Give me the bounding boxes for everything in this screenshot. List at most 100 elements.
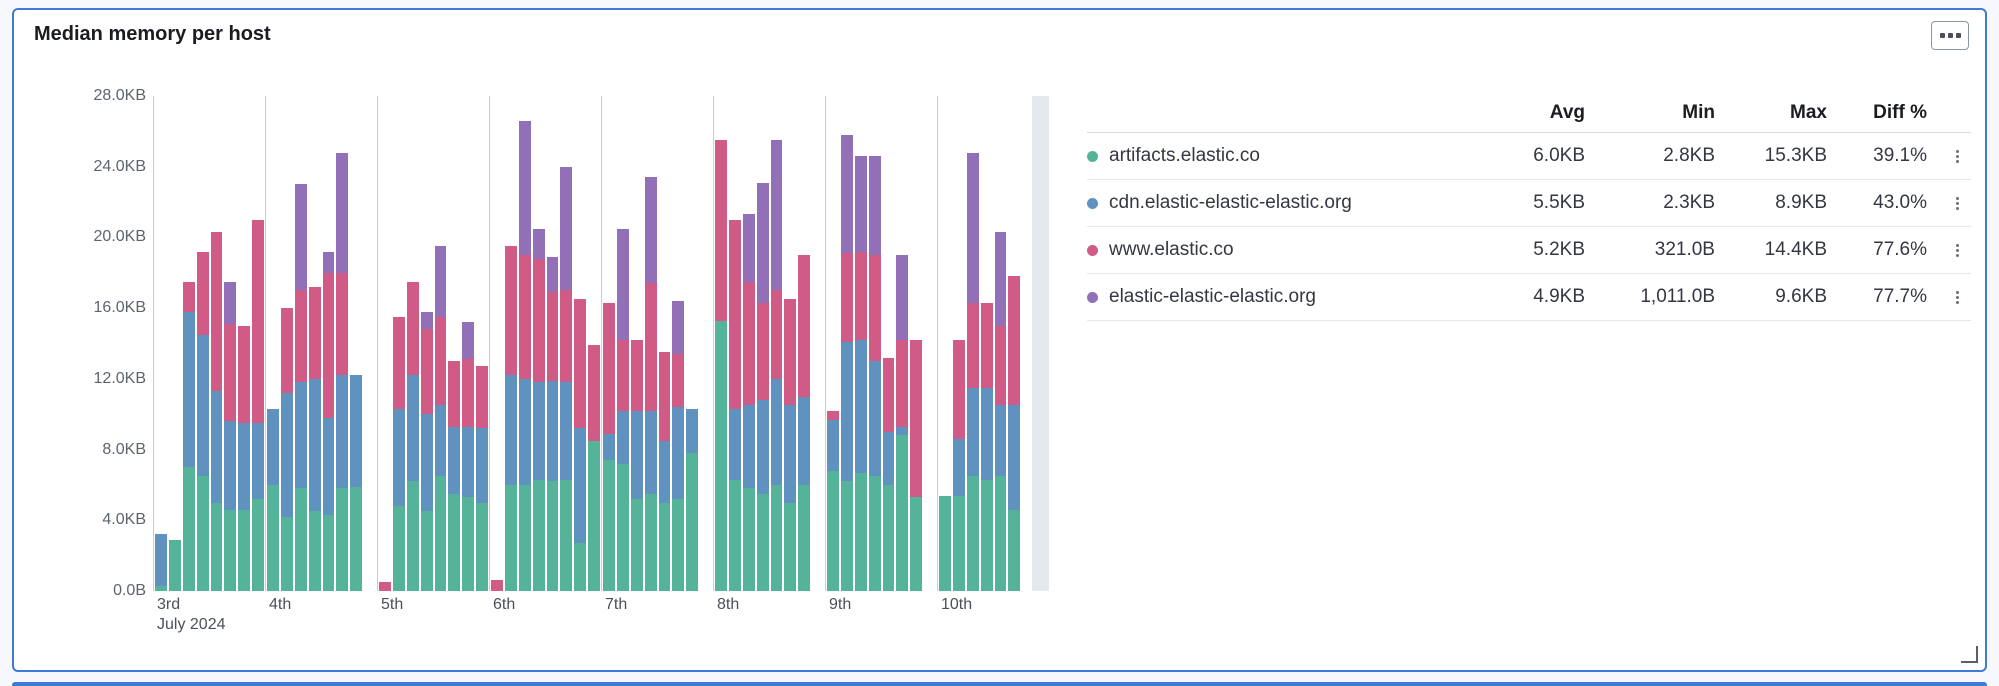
bar-segment <box>308 378 321 512</box>
bar-segment <box>658 440 671 503</box>
bar-segment <box>868 156 881 256</box>
stacked-bar[interactable] <box>336 96 349 591</box>
bar-slot <box>308 96 322 591</box>
bar-segment <box>518 378 531 485</box>
stacked-bar[interactable] <box>896 96 909 591</box>
stacked-bar[interactable] <box>392 96 405 591</box>
stacked-bar[interactable] <box>294 96 307 591</box>
stacked-bar[interactable] <box>980 96 993 591</box>
stacked-bar[interactable] <box>868 96 881 591</box>
stacked-bar[interactable] <box>644 96 657 591</box>
stacked-bar[interactable] <box>1008 96 1021 591</box>
y-axis: 28.0KB 24.0KB 20.0KB 16.0KB 12.0KB 8.0KB 4.0KB… <box>52 87 146 599</box>
stacked-bar[interactable] <box>448 96 461 591</box>
stacked-bar[interactable] <box>155 96 167 591</box>
bar-segment <box>462 426 475 498</box>
panel-resize-handle[interactable] <box>1961 646 1978 663</box>
legend-row: www.elastic.co 5.2KB 321.0B 14.4KB 77.6% <box>1087 227 1971 274</box>
stacked-bar[interactable] <box>1022 96 1034 591</box>
bar-slot <box>840 96 854 591</box>
bar-segment <box>966 302 979 388</box>
stacked-bar[interactable] <box>616 96 629 591</box>
stacked-bar[interactable] <box>728 96 741 591</box>
legend-row-actions-button[interactable] <box>1952 287 1963 308</box>
stacked-bar[interactable] <box>588 96 600 591</box>
stacked-bar[interactable] <box>924 96 936 591</box>
bar-segment <box>420 414 433 512</box>
stacked-bar[interactable] <box>560 96 573 591</box>
stacked-bar[interactable] <box>406 96 419 591</box>
stacked-bar[interactable] <box>280 96 293 591</box>
stacked-bar[interactable] <box>574 96 587 591</box>
bar-segment <box>462 497 475 591</box>
bar-segment <box>476 366 488 429</box>
stacked-bar[interactable] <box>196 96 209 591</box>
legend-row-actions-button[interactable] <box>1952 146 1963 167</box>
stacked-bar[interactable] <box>939 96 951 591</box>
stacked-bar[interactable] <box>238 96 251 591</box>
stacked-bar[interactable] <box>504 96 517 591</box>
stacked-bar[interactable] <box>700 96 712 591</box>
legend-row-actions-button[interactable] <box>1952 240 1963 261</box>
stacked-bar[interactable] <box>715 96 727 591</box>
stacked-bar[interactable] <box>742 96 755 591</box>
stacked-bar[interactable] <box>322 96 335 591</box>
bar-slot <box>504 96 518 591</box>
y-axis-tick-label: 20.0KB <box>93 228 146 246</box>
stacked-bar[interactable] <box>840 96 853 591</box>
stacked-bar[interactable] <box>854 96 867 591</box>
stacked-bar[interactable] <box>476 96 488 591</box>
bar-segment <box>882 431 895 485</box>
stacked-bar[interactable] <box>252 96 264 591</box>
bar-slot <box>406 96 420 591</box>
stacked-bar[interactable] <box>827 96 839 591</box>
stacked-bar[interactable] <box>812 96 824 591</box>
stacked-bar[interactable] <box>784 96 797 591</box>
stacked-bar[interactable] <box>798 96 811 591</box>
stacked-bar[interactable] <box>658 96 671 591</box>
stacked-bar[interactable] <box>994 96 1007 591</box>
stacked-bar[interactable] <box>168 96 181 591</box>
stacked-bar[interactable] <box>686 96 699 591</box>
stacked-bar[interactable] <box>770 96 783 591</box>
bar-slot <box>811 96 825 591</box>
stacked-bar[interactable] <box>952 96 965 591</box>
stacked-bar[interactable] <box>350 96 363 591</box>
panel-options-button[interactable] <box>1931 21 1969 50</box>
stacked-bar[interactable] <box>210 96 223 591</box>
stacked-bar[interactable] <box>966 96 979 591</box>
stacked-bar[interactable] <box>267 96 279 591</box>
stacked-bar[interactable] <box>420 96 433 591</box>
stacked-bar[interactable] <box>532 96 545 591</box>
legend-series-name[interactable]: cdn.elastic-elastic-elastic.org <box>1087 192 1470 214</box>
stacked-bar[interactable] <box>910 96 923 591</box>
stacked-bar[interactable] <box>756 96 769 591</box>
stacked-bar[interactable] <box>379 96 391 591</box>
legend-value-min: 321.0B <box>1654 239 1715 260</box>
stacked-bar[interactable] <box>308 96 321 591</box>
bar-segment <box>840 253 853 342</box>
y-axis-tick-label: 24.0KB <box>93 157 146 175</box>
bar-segment <box>966 387 979 477</box>
legend-series-name[interactable]: artifacts.elastic.co <box>1087 145 1470 167</box>
stacked-bar[interactable] <box>434 96 447 591</box>
bar-segment <box>742 405 755 489</box>
stacked-bar[interactable] <box>364 96 376 591</box>
stacked-bar[interactable] <box>603 96 615 591</box>
stacked-bar[interactable] <box>630 96 643 591</box>
legend-series-name[interactable]: www.elastic.co <box>1087 239 1470 261</box>
boxes-horizontal-icon <box>1947 33 1953 38</box>
stacked-bar[interactable] <box>224 96 237 591</box>
stacked-bar[interactable] <box>546 96 559 591</box>
stacked-bar[interactable] <box>882 96 895 591</box>
stacked-bar[interactable] <box>491 96 503 591</box>
stacked-bar[interactable] <box>1036 96 1048 591</box>
stacked-bar[interactable] <box>182 96 195 591</box>
bar-segment <box>980 387 993 480</box>
legend-series-name[interactable]: elastic-elastic-elastic.org <box>1087 286 1470 308</box>
legend-row-actions-button[interactable] <box>1952 193 1963 214</box>
stacked-bar[interactable] <box>462 96 475 591</box>
stacked-bar[interactable] <box>672 96 685 591</box>
bar-segment <box>336 272 349 376</box>
stacked-bar[interactable] <box>518 96 531 591</box>
